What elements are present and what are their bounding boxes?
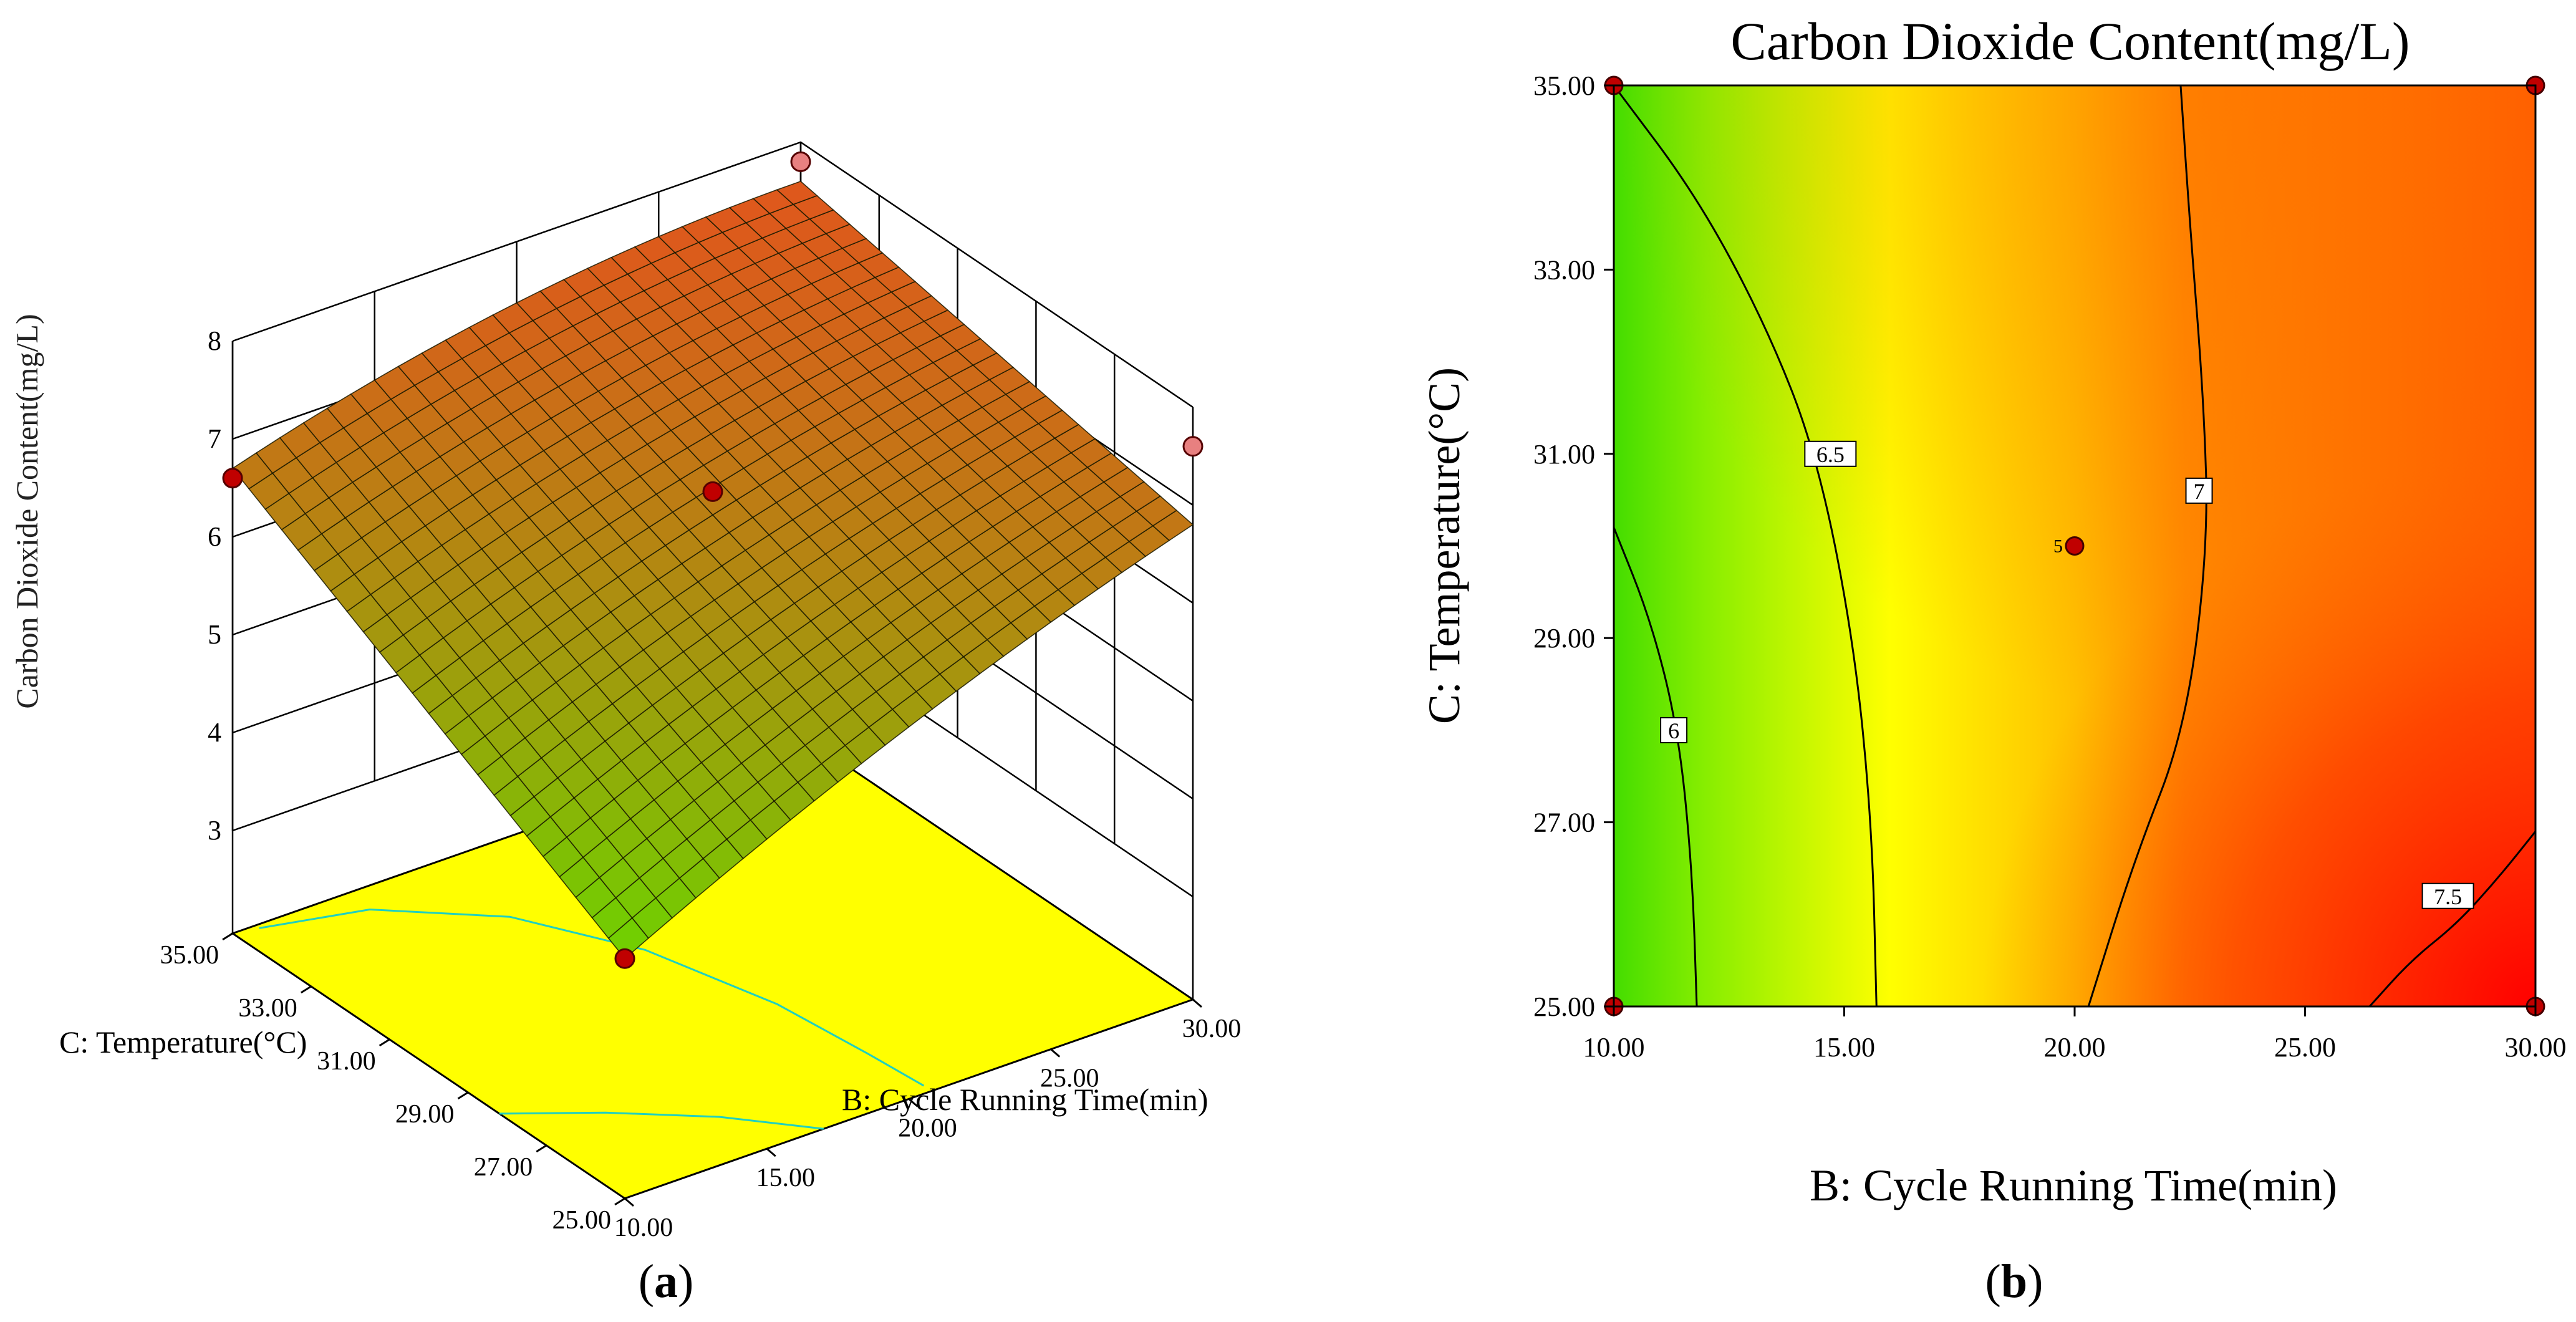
design-points: 5 (1604, 75, 2545, 1016)
panel-label-a: (a) (639, 1255, 694, 1308)
x-tick (766, 1147, 776, 1157)
contour-label-box (2185, 477, 2213, 504)
x-tick-label: 10.00 (1583, 1032, 1645, 1063)
y-axis-ticks: 25.00 27.00 29.00 31.00 33.00 35.00 (160, 932, 625, 1235)
y-tick-label: 35.00 (1533, 70, 1595, 101)
z-tick-label: 3 (208, 815, 221, 846)
y-tick-label: 29.00 (1533, 623, 1595, 654)
x-axis-ticks: 10.00 15.00 20.00 25.00 30.00 (1583, 1006, 2567, 1063)
contour-labels: 6 6.5 7 7.5 (1660, 440, 2474, 909)
y-tick-label: 25.00 (552, 1206, 612, 1235)
design-point (1182, 436, 1204, 457)
design-point (702, 481, 723, 502)
x-axis-label: B: Cycle Running Time(min) (1810, 1160, 2337, 1210)
x-tick-label: 20.00 (898, 1114, 957, 1142)
x-tick-label: 20.00 (2044, 1032, 2106, 1063)
y-tick-label: 27.00 (1533, 808, 1595, 838)
y-tick (536, 1144, 547, 1153)
y-tick-label: 25.00 (1533, 992, 1595, 1022)
design-point (2065, 536, 2085, 556)
surface-patch (776, 180, 818, 205)
contour-chart: 6 6.5 7 7.5 5 10.00 15.00 20.00 25.00 30.00 25.… (1419, 11, 2567, 1308)
design-point (222, 468, 243, 489)
floor-contour-6.5 (259, 909, 925, 1087)
z-tick-label: 7 (208, 423, 221, 454)
y-axis-ticks: 25.00 27.00 29.00 31.00 33.00 35.00 (1533, 70, 1614, 1022)
contour-label: 7 (2194, 479, 2205, 504)
x-axis-ticks: 10.00 15.00 20.00 25.00 30.00 (614, 998, 1242, 1242)
y-tick-label: 29.00 (395, 1100, 455, 1129)
y-tick (614, 1197, 625, 1206)
x-tick-label: 25.00 (1040, 1064, 1099, 1093)
y-tick (222, 932, 233, 941)
x-axis-label: B: Cycle Running Time(min) (842, 1082, 1208, 1117)
x-tick (908, 1098, 919, 1107)
design-point (614, 948, 635, 969)
z-tick-label: 5 (208, 619, 221, 650)
chart-title: Carbon Dioxide Content(mg/L) (1730, 11, 2410, 71)
y-tick-label: 31.00 (317, 1047, 376, 1076)
x-tick-label: 15.00 (756, 1164, 816, 1192)
contour-label-box (2421, 882, 2474, 909)
z-axis-label: Carbon Dioxide Content(mg/L) (9, 314, 44, 708)
y-tick-label: 31.00 (1533, 439, 1595, 470)
z-tick-label: 8 (208, 326, 221, 356)
panel-label-b: (b) (1985, 1255, 2043, 1308)
x-tick-label: 10.00 (614, 1213, 673, 1242)
y-tick (301, 985, 312, 994)
contour-label-box (1660, 716, 1688, 743)
x-tick (1050, 1048, 1061, 1058)
contour-line-6.5 (1613, 85, 1878, 1007)
surface-3d-chart: 3 4 5 6 7 8 10.00 15.00 20.00 25.00 30.00 25.00 27… (9, 141, 1242, 1308)
z-tick-label: 4 (208, 717, 221, 748)
contour-label: 6 (1668, 718, 1679, 743)
x-tick-label: 30.00 (2505, 1032, 2567, 1063)
z-axis-ticks: 3 4 5 6 7 8 (208, 326, 221, 846)
y-tick-label: 33.00 (238, 994, 297, 1023)
y-tick-label: 35.00 (160, 941, 219, 970)
floor-contour-6 (499, 1111, 824, 1130)
design-points (222, 151, 1204, 969)
contour-line-7.5 (2368, 831, 2537, 1008)
x-tick-label: 30.00 (1182, 1015, 1242, 1043)
y-tick-label: 33.00 (1533, 254, 1595, 285)
y-tick-label: 27.00 (474, 1153, 533, 1182)
x-tick (1192, 998, 1202, 1008)
floor-contour-lines (259, 909, 925, 1130)
contour-label: 6.5 (1816, 442, 1845, 467)
y-tick (379, 1038, 390, 1047)
y-axis-label: C: Temperature(°C) (1419, 367, 1469, 724)
response-surface (231, 180, 1194, 960)
x-tick (624, 1197, 634, 1207)
design-point-label: 5 (2053, 536, 2063, 557)
contour-line-6 (1613, 527, 1698, 1007)
z-tick-label: 6 (208, 521, 221, 552)
x-tick-label: 15.00 (1813, 1032, 1875, 1063)
y-tick (457, 1091, 469, 1100)
y-axis-label: C: Temperature(°C) (59, 1025, 307, 1059)
contour-label-box (1804, 440, 1857, 467)
contour-label: 7.5 (2434, 884, 2462, 909)
x-tick-label: 25.00 (2274, 1032, 2336, 1063)
design-point (790, 151, 811, 172)
